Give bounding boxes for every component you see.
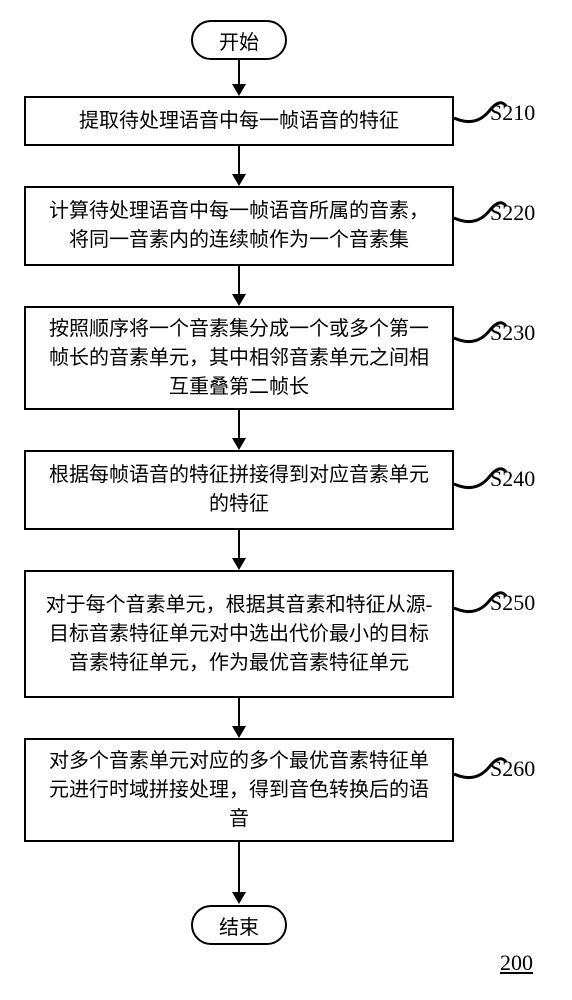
arrow-head xyxy=(232,174,246,186)
arrow-line xyxy=(238,698,240,726)
process-text: 对于每个音素单元，根据其音素和特征从源-目标音素特征单元对中选出代价最小的目标音… xyxy=(40,591,438,678)
step-label-s260: S260 xyxy=(490,756,535,782)
step-label-s240: S240 xyxy=(490,466,535,492)
flowchart-container: 开始 提取待处理语音中每一帧语音的特征 S210 计算待处理语音中每一帧语音所属… xyxy=(0,0,572,1000)
arrow-head xyxy=(232,294,246,306)
arrow-head xyxy=(232,726,246,738)
process-s250: 对于每个音素单元，根据其音素和特征从源-目标音素特征单元对中选出代价最小的目标音… xyxy=(24,570,454,698)
process-text: 按照顺序将一个音素集分成一个或多个第一帧长的音素单元，其中相邻音素单元之间相互重… xyxy=(40,315,438,402)
end-label: 结束 xyxy=(219,911,259,940)
step-label-s250: S250 xyxy=(490,590,535,616)
step-label-s230: S230 xyxy=(490,320,535,346)
arrow-line xyxy=(238,266,240,294)
arrow-head xyxy=(232,558,246,570)
arrow-head xyxy=(232,438,246,450)
arrow-head xyxy=(232,84,246,96)
process-s240: 根据每帧语音的特征拼接得到对应音素单元的特征 xyxy=(24,450,454,530)
start-label: 开始 xyxy=(219,26,259,55)
arrow-line xyxy=(238,146,240,174)
process-text: 提取待处理语音中每一帧语音的特征 xyxy=(79,107,399,136)
process-s230: 按照顺序将一个音素集分成一个或多个第一帧长的音素单元，其中相邻音素单元之间相互重… xyxy=(24,306,454,410)
page-number: 200 xyxy=(500,950,533,976)
process-s220: 计算待处理语音中每一帧语音所属的音素，将同一音素内的连续帧作为一个音素集 xyxy=(24,186,454,266)
step-label-s220: S220 xyxy=(490,200,535,226)
process-text: 根据每帧语音的特征拼接得到对应音素单元的特征 xyxy=(40,461,438,519)
end-terminator: 结束 xyxy=(191,905,287,945)
step-label-s210: S210 xyxy=(490,100,535,126)
process-s210: 提取待处理语音中每一帧语音的特征 xyxy=(24,96,454,146)
start-terminator: 开始 xyxy=(191,20,287,60)
process-s260: 对多个音素单元对应的多个最优音素特征单元进行时域拼接处理，得到音色转换后的语音 xyxy=(24,738,454,842)
arrow-line xyxy=(238,530,240,558)
arrow-line xyxy=(238,410,240,438)
arrow-head xyxy=(232,892,246,904)
arrow-line xyxy=(238,60,240,84)
process-text: 对多个音素单元对应的多个最优音素特征单元进行时域拼接处理，得到音色转换后的语音 xyxy=(40,747,438,834)
process-text: 计算待处理语音中每一帧语音所属的音素，将同一音素内的连续帧作为一个音素集 xyxy=(40,197,438,255)
arrow-line xyxy=(238,842,240,892)
